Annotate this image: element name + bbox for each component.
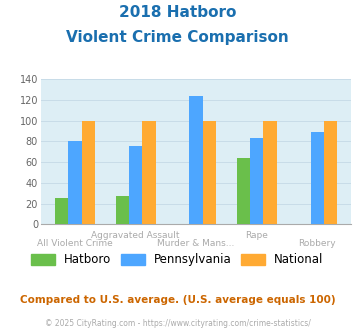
- Bar: [142, 121, 155, 224]
- Bar: [250, 138, 263, 224]
- Bar: [311, 132, 324, 224]
- Bar: [203, 121, 216, 224]
- Text: Murder & Mans...: Murder & Mans...: [158, 239, 235, 248]
- Bar: [115, 196, 129, 224]
- Bar: [263, 121, 277, 224]
- Text: Aggravated Assault: Aggravated Assault: [91, 231, 180, 240]
- Text: 2018 Hatboro: 2018 Hatboro: [119, 5, 236, 20]
- Text: Robbery: Robbery: [299, 239, 336, 248]
- Text: Rape: Rape: [245, 231, 268, 240]
- Text: Compared to U.S. average. (U.S. average equals 100): Compared to U.S. average. (U.S. average …: [20, 295, 335, 305]
- Bar: [82, 121, 95, 224]
- Legend: Hatboro, Pennsylvania, National: Hatboro, Pennsylvania, National: [31, 253, 324, 266]
- Bar: [324, 121, 337, 224]
- Bar: [55, 198, 68, 224]
- Bar: [237, 158, 250, 224]
- Text: All Violent Crime: All Violent Crime: [37, 239, 113, 248]
- Text: Violent Crime Comparison: Violent Crime Comparison: [66, 30, 289, 45]
- Bar: [129, 146, 142, 224]
- Bar: [68, 142, 82, 224]
- Text: © 2025 CityRating.com - https://www.cityrating.com/crime-statistics/: © 2025 CityRating.com - https://www.city…: [45, 319, 310, 328]
- Bar: [190, 96, 203, 224]
